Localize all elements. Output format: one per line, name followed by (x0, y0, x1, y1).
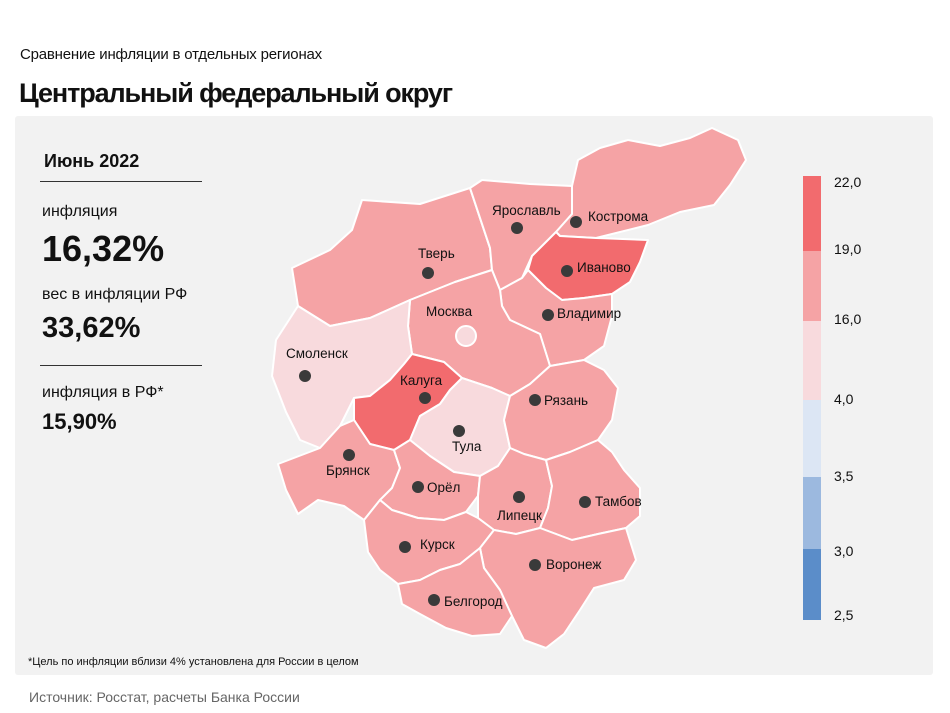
legend-band-2 (803, 251, 821, 321)
city-label-lipetsk: Липецк (497, 508, 542, 523)
region-kostroma (555, 127, 747, 239)
legend-tick-16: 16,0 (834, 311, 862, 327)
city-label-ryazan: Рязань (544, 393, 588, 408)
legend-tick-19: 19,0 (834, 241, 862, 257)
region-tambov (539, 439, 641, 541)
city-dot-ivanovo (561, 265, 573, 277)
city-label-ivanovo: Иваново (577, 260, 631, 275)
city-dot-yaroslavl (511, 222, 523, 234)
legend-band-4 (803, 400, 821, 477)
footnote: *Цель по инфляции вблизи 4% установлена … (28, 656, 359, 668)
city-label-kostroma: Кострома (588, 209, 649, 224)
city-label-tula: Тула (452, 439, 482, 454)
city-dot-lipetsk (513, 491, 525, 503)
city-label-smolensk: Смоленск (286, 346, 348, 361)
legend-band-6 (803, 549, 821, 620)
inflation-value: 16,32% (42, 228, 165, 269)
city-dot-tver (422, 267, 434, 279)
legend-tick-3-5: 3,5 (834, 468, 854, 484)
city-label-kursk: Курск (420, 537, 455, 552)
city-dot-tambov (579, 496, 591, 508)
city-dot-moscow (455, 325, 477, 347)
legend-tick-22: 22,0 (834, 174, 862, 190)
city-dot-kursk (399, 541, 411, 553)
subtitle: Сравнение инфляции в отдельных регионах (20, 46, 322, 63)
region-belgorod (397, 547, 513, 637)
legend-tick-4: 4,0 (834, 391, 854, 407)
legend-band-1 (803, 176, 821, 251)
city-label-vladimir: Владимир (557, 306, 621, 321)
city-dot-vladimir (542, 309, 554, 321)
rf-inflation-label: инфляция в РФ* (42, 384, 164, 401)
city-dot-voronezh (529, 559, 541, 571)
weight-label: вес в инфляции РФ (42, 286, 188, 303)
city-dot-orel (412, 481, 424, 493)
city-label-yaroslavl: Ярославль (492, 203, 561, 218)
city-label-bryansk: Брянск (326, 463, 370, 478)
city-dot-bryansk (343, 449, 355, 461)
page-title: Центральный федеральный округ (19, 78, 453, 108)
city-dot-kostroma (570, 216, 582, 228)
legend-band-3 (803, 321, 821, 400)
city-label-belgorod: Белгород (444, 594, 503, 609)
city-dot-ryazan (529, 394, 541, 406)
city-label-tver: Тверь (418, 246, 455, 261)
city-label-kaluga: Калуга (400, 373, 443, 388)
period-label: Июнь 2022 (44, 151, 140, 171)
city-dot-belgorod (428, 594, 440, 606)
city-dot-smolensk (299, 370, 311, 382)
city-markers: Тверь Ярославль Кострома Иваново Владими… (286, 203, 649, 609)
weight-value: 33,62% (42, 312, 141, 344)
rf-inflation-value: 15,90% (42, 409, 117, 434)
divider-top (40, 181, 202, 182)
city-label-tambov: Тамбов (595, 494, 642, 509)
legend-tick-2-5: 2,5 (834, 607, 854, 623)
legend-tick-3: 3,0 (834, 543, 854, 559)
inflation-label: инфляция (42, 203, 118, 220)
city-dot-tula (453, 425, 465, 437)
city-label-voronezh: Воронеж (546, 557, 601, 572)
legend-band-5 (803, 477, 821, 549)
source-note: Источник: Росстат, расчеты Банка России (29, 689, 300, 705)
city-dot-kaluga (419, 392, 431, 404)
city-label-orel: Орёл (427, 480, 460, 495)
divider-bottom (40, 365, 202, 366)
city-label-moscow: Москва (426, 304, 473, 319)
legend-scale (803, 176, 821, 620)
